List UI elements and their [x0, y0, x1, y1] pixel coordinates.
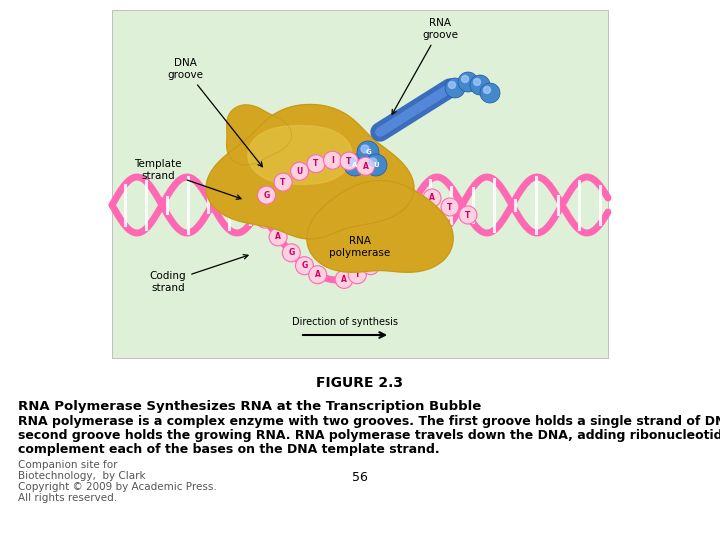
- Text: T: T: [313, 159, 319, 168]
- Circle shape: [365, 154, 387, 176]
- Text: T: T: [346, 157, 352, 166]
- Polygon shape: [248, 126, 352, 184]
- Text: complement each of the bases on the DNA template strand.: complement each of the bases on the DNA …: [18, 443, 440, 456]
- Polygon shape: [227, 105, 292, 165]
- Text: FIGURE 2.3: FIGURE 2.3: [317, 376, 403, 390]
- Text: A: A: [384, 245, 390, 254]
- Text: 56: 56: [352, 471, 368, 484]
- Text: Coding
strand: Coding strand: [150, 255, 248, 293]
- Circle shape: [348, 266, 366, 284]
- Circle shape: [274, 173, 292, 191]
- Text: A: A: [341, 275, 347, 284]
- Text: A: A: [400, 224, 406, 233]
- Circle shape: [474, 78, 480, 85]
- Text: U: U: [297, 167, 302, 176]
- Circle shape: [423, 189, 441, 207]
- Text: G: G: [302, 261, 307, 270]
- Circle shape: [458, 72, 478, 92]
- Circle shape: [348, 158, 356, 166]
- Text: G: G: [264, 191, 270, 200]
- Circle shape: [395, 219, 413, 237]
- Circle shape: [295, 256, 313, 275]
- Text: Companion site for: Companion site for: [18, 460, 117, 470]
- Text: A: A: [363, 162, 369, 171]
- Circle shape: [441, 198, 459, 216]
- Text: Template
strand: Template strand: [134, 159, 241, 199]
- Text: T: T: [355, 270, 360, 279]
- Circle shape: [480, 83, 500, 103]
- Circle shape: [307, 154, 325, 173]
- Bar: [112, 10, 608, 358]
- Circle shape: [269, 228, 287, 246]
- Text: I: I: [331, 156, 334, 165]
- Text: T: T: [447, 202, 453, 212]
- Text: T: T: [368, 261, 373, 270]
- Circle shape: [344, 154, 366, 176]
- Circle shape: [445, 78, 465, 98]
- Circle shape: [470, 75, 490, 95]
- Text: RNA
polymerase: RNA polymerase: [329, 236, 391, 258]
- Text: DNA
groove: DNA groove: [167, 58, 262, 167]
- Circle shape: [340, 152, 358, 170]
- Text: C: C: [262, 214, 268, 224]
- Text: Direction of synthesis: Direction of synthesis: [292, 317, 398, 327]
- Circle shape: [282, 244, 300, 262]
- Circle shape: [291, 162, 309, 180]
- Circle shape: [369, 158, 377, 166]
- Polygon shape: [206, 104, 414, 239]
- Text: RNA
groove: RNA groove: [392, 18, 458, 114]
- Text: second groove holds the growing RNA. RNA polymerase travels down the DNA, adding: second groove holds the growing RNA. RNA…: [18, 429, 720, 442]
- Circle shape: [323, 151, 341, 169]
- Circle shape: [309, 266, 327, 284]
- Text: RNA Polymerase Synthesizes RNA at the Transcription Bubble: RNA Polymerase Synthesizes RNA at the Tr…: [18, 400, 481, 413]
- Text: U: U: [373, 162, 379, 168]
- Text: T: T: [465, 211, 471, 219]
- Circle shape: [378, 240, 396, 258]
- Circle shape: [258, 186, 276, 204]
- Text: RNA polymerase is a complex enzyme with two grooves. The first groove holds a si: RNA polymerase is a complex enzyme with …: [18, 415, 720, 428]
- Circle shape: [361, 256, 379, 275]
- Text: Biotechnology,  by Clark: Biotechnology, by Clark: [18, 471, 145, 481]
- Text: All rights reserved.: All rights reserved.: [18, 493, 117, 503]
- Text: A: A: [275, 232, 281, 241]
- Text: G: G: [365, 149, 371, 155]
- Polygon shape: [307, 180, 453, 272]
- Circle shape: [459, 206, 477, 224]
- Circle shape: [256, 210, 274, 228]
- Text: A: A: [429, 193, 435, 202]
- Circle shape: [449, 82, 456, 89]
- Circle shape: [462, 76, 469, 83]
- Circle shape: [357, 141, 379, 163]
- Text: A: A: [315, 270, 320, 279]
- Text: T: T: [280, 178, 286, 187]
- Circle shape: [361, 145, 369, 153]
- Circle shape: [335, 271, 353, 288]
- Text: Copyright © 2009 by Academic Press.: Copyright © 2009 by Academic Press.: [18, 482, 217, 492]
- Text: G: G: [288, 248, 294, 257]
- Circle shape: [484, 86, 490, 93]
- Circle shape: [356, 157, 374, 176]
- Text: A: A: [352, 162, 358, 168]
